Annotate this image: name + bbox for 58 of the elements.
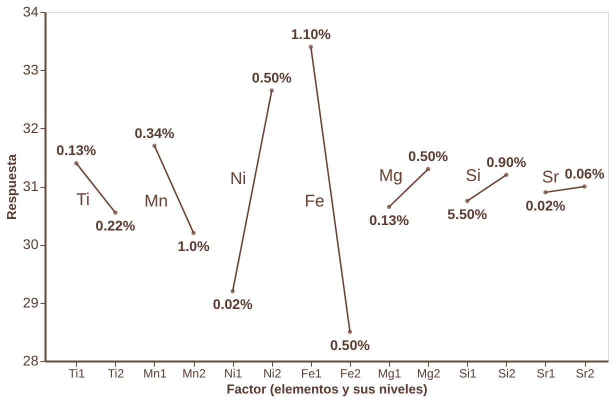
x-tick-label: Ni2 <box>263 366 282 380</box>
x-tick-label: Si2 <box>498 366 516 380</box>
annotation: 0.50% <box>330 336 370 353</box>
point <box>386 204 392 209</box>
point <box>270 88 274 93</box>
annotation: 0.22% <box>96 218 136 234</box>
point <box>426 166 430 172</box>
y-tick-label: 32 <box>22 120 39 136</box>
series-label: Fe <box>304 191 324 210</box>
x-tick-label: Si1 <box>459 366 477 380</box>
annotation: 0.13% <box>369 212 410 228</box>
point <box>465 198 470 204</box>
y-tick-label: 33 <box>22 62 39 78</box>
x-tick-label: Mn2 <box>182 366 206 380</box>
annotation: 0.50% <box>252 70 292 86</box>
y-tick-label: 28 <box>22 352 39 368</box>
point <box>113 210 118 215</box>
annotation: 0.02% <box>526 197 566 214</box>
annotation: 0.34% <box>134 124 175 141</box>
point <box>191 230 196 236</box>
annotation: 0.90% <box>486 154 527 170</box>
point <box>543 190 548 194</box>
y-tick-label: 30 <box>22 236 39 252</box>
x-tick-label: Fe1 <box>301 366 322 380</box>
x-tick-label: Sr1 <box>536 366 556 380</box>
y-tick-label: 34 <box>22 4 39 20</box>
x-tick-label: Mg2 <box>416 366 441 380</box>
annotation: 1.0% <box>178 238 210 254</box>
series-label: Ni <box>230 168 246 188</box>
point <box>152 144 157 148</box>
point <box>230 289 235 294</box>
y-axis-title: Respuesta <box>4 153 19 220</box>
x-tick-label: Ti2 <box>108 366 124 380</box>
series-label: Sr <box>542 167 560 186</box>
series-label: Mg <box>378 166 403 185</box>
y-tick-label: 29 <box>22 294 39 310</box>
point <box>582 184 587 189</box>
annotation: 0.06% <box>564 166 605 182</box>
annotation: 0.02% <box>212 296 254 312</box>
x-tick-label: Sr2 <box>576 366 595 380</box>
x-tick-label: Mn1 <box>143 366 167 380</box>
x-tick-label: Mg1 <box>378 366 402 380</box>
x-tick-label: Fe2 <box>340 366 362 380</box>
series-label: Mn <box>144 191 168 210</box>
annotation: 1.10% <box>291 26 332 42</box>
series-label: Ti <box>76 190 90 209</box>
series-label: Si <box>466 166 481 185</box>
y-tick-label: 31 <box>22 178 39 194</box>
point <box>308 44 313 50</box>
annotation: 5.50% <box>447 206 488 222</box>
x-tick-label: Ni1 <box>224 366 242 380</box>
annotation: 0.13% <box>56 142 97 158</box>
point <box>74 161 78 166</box>
point <box>504 172 508 177</box>
x-tick-label: Ti1 <box>68 366 86 380</box>
annotation: 0.50% <box>408 148 449 164</box>
x-axis-title: Factor (elementos y sus niveles) <box>226 382 428 396</box>
point <box>348 330 352 334</box>
